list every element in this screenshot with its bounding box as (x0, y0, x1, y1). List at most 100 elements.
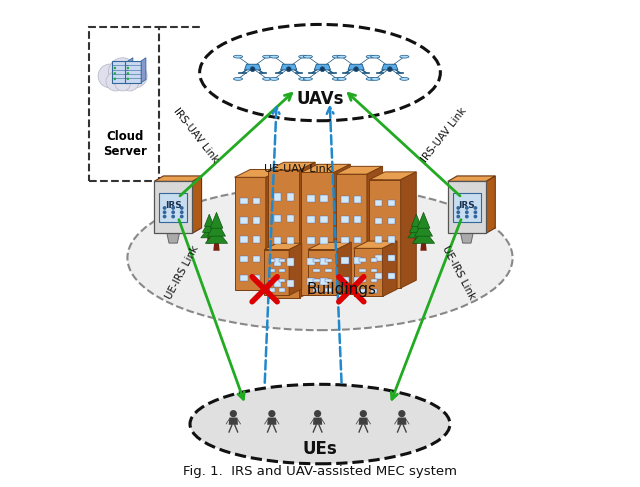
Polygon shape (397, 424, 401, 433)
Circle shape (127, 72, 129, 75)
Polygon shape (388, 218, 395, 224)
Polygon shape (358, 417, 368, 425)
Circle shape (180, 210, 184, 214)
Polygon shape (314, 269, 320, 272)
Polygon shape (367, 167, 383, 294)
Polygon shape (397, 417, 406, 425)
Polygon shape (375, 200, 382, 206)
Polygon shape (241, 275, 248, 281)
Polygon shape (241, 256, 248, 262)
Polygon shape (300, 162, 315, 298)
Polygon shape (420, 241, 427, 251)
FancyBboxPatch shape (125, 61, 141, 83)
Ellipse shape (262, 55, 272, 58)
Polygon shape (201, 227, 218, 238)
Circle shape (398, 410, 406, 417)
Polygon shape (325, 259, 332, 262)
Polygon shape (364, 424, 369, 433)
Polygon shape (287, 280, 294, 287)
Polygon shape (205, 229, 228, 244)
Polygon shape (273, 424, 277, 433)
Polygon shape (313, 417, 322, 425)
Polygon shape (354, 216, 361, 223)
Polygon shape (341, 216, 349, 223)
Text: IRS: IRS (458, 202, 476, 210)
Polygon shape (314, 288, 320, 292)
Polygon shape (202, 220, 216, 232)
Polygon shape (359, 279, 365, 282)
Polygon shape (486, 176, 495, 233)
Circle shape (114, 77, 116, 80)
Polygon shape (210, 212, 223, 228)
Polygon shape (354, 237, 361, 244)
Polygon shape (241, 198, 248, 205)
Polygon shape (264, 249, 289, 295)
Ellipse shape (234, 77, 243, 80)
Text: UE-UAV Link: UE-UAV Link (264, 164, 332, 174)
Polygon shape (307, 237, 315, 244)
Ellipse shape (269, 55, 278, 58)
Circle shape (124, 64, 147, 88)
Polygon shape (371, 279, 377, 282)
Polygon shape (253, 256, 260, 262)
Polygon shape (448, 176, 495, 181)
Text: IRS: IRS (164, 202, 182, 210)
Polygon shape (308, 243, 351, 249)
Polygon shape (359, 269, 365, 272)
Ellipse shape (269, 77, 278, 80)
Ellipse shape (303, 77, 312, 80)
Circle shape (230, 410, 237, 417)
Ellipse shape (262, 77, 272, 80)
Text: IRS-UAV Link: IRS-UAV Link (419, 106, 468, 165)
Polygon shape (325, 279, 332, 282)
Polygon shape (388, 273, 395, 280)
Polygon shape (461, 233, 473, 243)
Polygon shape (274, 215, 281, 223)
Polygon shape (241, 217, 248, 224)
Polygon shape (307, 216, 315, 223)
Polygon shape (307, 195, 315, 202)
Polygon shape (234, 169, 282, 177)
Polygon shape (381, 64, 398, 70)
Polygon shape (354, 257, 361, 264)
Circle shape (268, 410, 275, 417)
Polygon shape (314, 279, 320, 282)
Polygon shape (341, 277, 349, 284)
Polygon shape (301, 164, 350, 172)
Polygon shape (408, 227, 425, 238)
Polygon shape (167, 233, 179, 243)
Polygon shape (354, 277, 361, 284)
Polygon shape (287, 259, 294, 266)
Circle shape (320, 67, 325, 72)
Polygon shape (289, 244, 301, 295)
Circle shape (250, 67, 255, 72)
Circle shape (180, 206, 184, 210)
Ellipse shape (371, 77, 380, 80)
Polygon shape (354, 196, 361, 203)
Circle shape (465, 206, 468, 210)
Ellipse shape (366, 77, 375, 80)
Text: Buildings: Buildings (307, 282, 377, 297)
Polygon shape (321, 216, 328, 223)
Polygon shape (334, 164, 350, 295)
Polygon shape (264, 244, 301, 249)
Ellipse shape (366, 55, 375, 58)
Polygon shape (335, 174, 367, 294)
Polygon shape (403, 424, 407, 433)
Text: IRS-UAV Link: IRS-UAV Link (172, 106, 221, 165)
Polygon shape (341, 237, 349, 244)
Ellipse shape (299, 77, 308, 80)
Ellipse shape (400, 55, 409, 58)
Circle shape (465, 215, 468, 219)
Circle shape (474, 206, 477, 210)
Circle shape (180, 215, 184, 219)
Polygon shape (274, 280, 281, 287)
Text: UE-IRS Link: UE-IRS Link (440, 244, 477, 301)
Polygon shape (228, 417, 238, 425)
Circle shape (106, 72, 125, 91)
Polygon shape (448, 181, 486, 233)
Polygon shape (348, 64, 364, 70)
Polygon shape (241, 237, 248, 243)
Polygon shape (314, 64, 330, 70)
Circle shape (115, 75, 131, 91)
